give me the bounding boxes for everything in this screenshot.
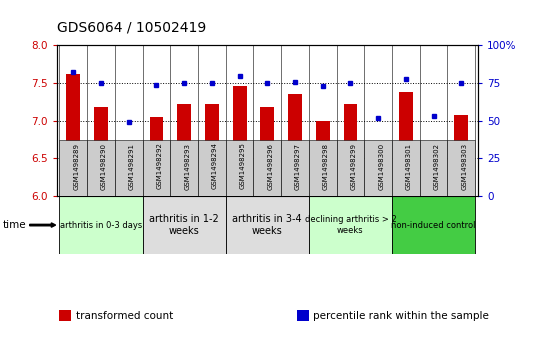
- Bar: [143, 140, 170, 196]
- Bar: [364, 140, 392, 196]
- Text: GSM1498303: GSM1498303: [461, 143, 467, 190]
- Text: arthritis in 1-2
weeks: arthritis in 1-2 weeks: [149, 214, 219, 236]
- Text: GSM1498297: GSM1498297: [295, 143, 301, 189]
- Bar: [233, 86, 247, 196]
- Bar: [253, 140, 281, 196]
- Text: percentile rank within the sample: percentile rank within the sample: [313, 311, 489, 321]
- Bar: [343, 104, 357, 196]
- Bar: [87, 140, 115, 196]
- Bar: [94, 107, 108, 196]
- Bar: [281, 140, 309, 196]
- Bar: [420, 140, 448, 196]
- Text: arthritis in 0-3 days: arthritis in 0-3 days: [60, 221, 142, 229]
- Bar: [177, 104, 191, 196]
- Bar: [170, 140, 198, 196]
- Text: GSM1498290: GSM1498290: [101, 143, 107, 189]
- Text: GSM1498298: GSM1498298: [323, 143, 329, 189]
- Text: GSM1498299: GSM1498299: [350, 143, 356, 189]
- Bar: [454, 115, 468, 196]
- Text: GSM1498301: GSM1498301: [406, 143, 412, 190]
- Bar: [205, 104, 219, 196]
- Text: GSM1498293: GSM1498293: [184, 143, 190, 189]
- Bar: [392, 196, 475, 254]
- Bar: [198, 140, 226, 196]
- Text: GSM1498294: GSM1498294: [212, 143, 218, 189]
- Bar: [226, 196, 309, 254]
- Bar: [122, 170, 136, 196]
- Bar: [448, 140, 475, 196]
- Text: GSM1498296: GSM1498296: [267, 143, 273, 189]
- Text: declining arthritis > 2
weeks: declining arthritis > 2 weeks: [305, 215, 396, 235]
- Bar: [427, 160, 441, 196]
- Bar: [66, 74, 80, 196]
- Bar: [150, 117, 164, 196]
- Bar: [115, 140, 143, 196]
- Text: GSM1498291: GSM1498291: [129, 143, 135, 189]
- Bar: [288, 94, 302, 196]
- Bar: [59, 196, 143, 254]
- Bar: [399, 92, 413, 196]
- Bar: [59, 140, 87, 196]
- Bar: [260, 107, 274, 196]
- Bar: [309, 140, 336, 196]
- Bar: [336, 140, 365, 196]
- Text: GSM1498295: GSM1498295: [240, 143, 246, 189]
- Text: GSM1498292: GSM1498292: [157, 143, 163, 189]
- Text: non-induced control: non-induced control: [392, 221, 476, 229]
- Text: time: time: [3, 220, 26, 230]
- Bar: [392, 140, 420, 196]
- Bar: [143, 196, 226, 254]
- Text: transformed count: transformed count: [76, 311, 173, 321]
- Bar: [226, 140, 253, 196]
- Text: GSM1498302: GSM1498302: [434, 143, 440, 189]
- Bar: [371, 164, 385, 196]
- Text: arthritis in 3-4
weeks: arthritis in 3-4 weeks: [233, 214, 302, 236]
- Text: GSM1498289: GSM1498289: [73, 143, 79, 189]
- Text: GDS6064 / 10502419: GDS6064 / 10502419: [57, 20, 206, 34]
- Text: GSM1498300: GSM1498300: [378, 143, 384, 190]
- Bar: [316, 121, 329, 196]
- Bar: [309, 196, 392, 254]
